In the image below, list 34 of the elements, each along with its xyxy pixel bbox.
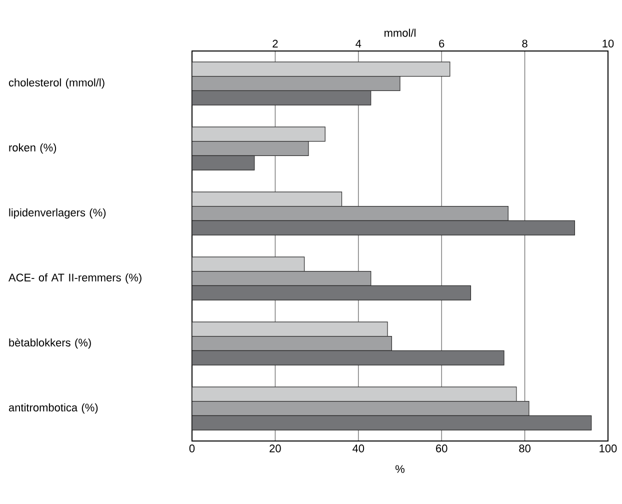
bar <box>192 270 372 286</box>
bar <box>192 192 342 207</box>
bar <box>192 285 472 300</box>
y-tick-label: cholesterol (mmol/l) <box>8 78 104 89</box>
x-tick-label: 0 <box>189 444 195 452</box>
bar <box>192 336 392 351</box>
y-tick-label: ACE- of AT II-remmers (%) <box>8 273 142 284</box>
x-tick-label: 100 <box>600 444 617 452</box>
y-tick-label: bètablokkers (%) <box>9 338 91 349</box>
x-tick-label: 60 <box>436 444 448 452</box>
bar <box>192 400 530 416</box>
bar <box>192 322 388 337</box>
x2-tick-label: 6 <box>439 40 444 48</box>
bar <box>192 386 517 402</box>
bar <box>192 126 326 142</box>
bar <box>192 155 255 170</box>
bar <box>192 206 508 221</box>
bar <box>192 220 576 236</box>
x-tick-label: 40 <box>352 444 364 452</box>
x2-tick-label: 10 <box>602 40 614 48</box>
bar <box>192 415 592 430</box>
x2-axis-title: mmol/l <box>384 28 416 37</box>
y-tick-label: lipidenverlagers (%) <box>9 208 106 219</box>
bar <box>192 350 504 366</box>
x2-tick-label: 4 <box>356 40 362 48</box>
bar <box>192 256 305 272</box>
x-axis-title: % <box>396 465 404 473</box>
y-tick-label: roken (%) <box>9 143 56 154</box>
y-tick-label: antitrombotica (%) <box>8 403 98 414</box>
bar <box>192 141 309 156</box>
x-tick-label: 20 <box>270 444 281 452</box>
x2-tick-label: 2 <box>272 40 278 48</box>
x-tick-label: 80 <box>519 444 530 452</box>
x2-tick-label: 8 <box>522 40 528 48</box>
